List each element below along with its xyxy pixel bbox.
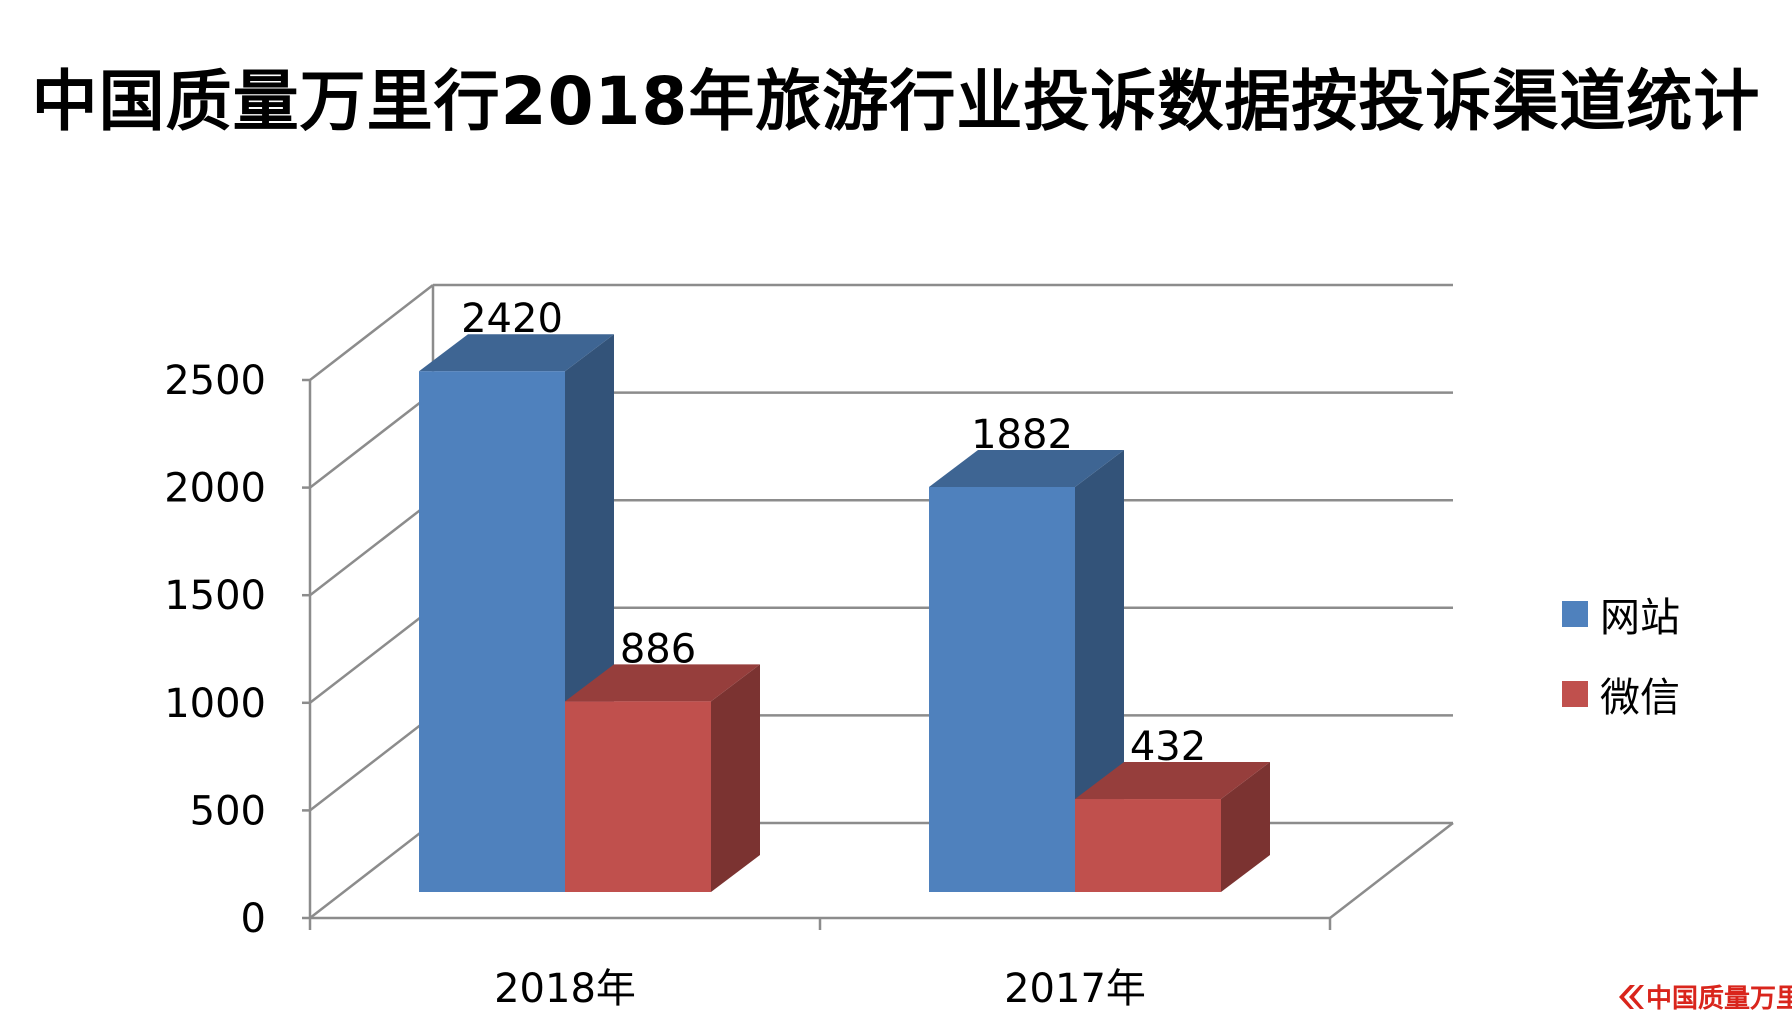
y-tick-label: 2500 bbox=[164, 358, 266, 404]
bar bbox=[419, 371, 565, 892]
bar-top bbox=[565, 664, 760, 702]
legend-label: 网站 bbox=[1600, 595, 1680, 641]
data-label: 886 bbox=[620, 626, 696, 672]
data-label: 1882 bbox=[971, 412, 1073, 458]
bar bbox=[1075, 799, 1221, 892]
chart-bars bbox=[419, 334, 1270, 892]
bar bbox=[929, 486, 1075, 892]
legend: 网站 微信 bbox=[1562, 574, 1680, 734]
y-tick-label: 1000 bbox=[164, 681, 266, 727]
legend-item-0: 网站 bbox=[1562, 574, 1680, 654]
bar-top bbox=[419, 334, 614, 372]
gridline-side bbox=[309, 284, 434, 381]
gridline-side bbox=[309, 822, 434, 919]
y-tick-label: 500 bbox=[190, 788, 266, 834]
y-tick-label: 0 bbox=[241, 896, 266, 942]
gridline-side bbox=[309, 606, 434, 704]
data-label: 432 bbox=[1130, 724, 1206, 770]
gridline-side bbox=[309, 714, 434, 812]
gridline-side bbox=[309, 391, 434, 489]
gridline-side bbox=[309, 499, 434, 597]
y-tick-label: 2000 bbox=[164, 466, 266, 512]
x-tick-label: 2017年 bbox=[1004, 966, 1146, 1012]
bar-side bbox=[1221, 762, 1270, 892]
bar-top bbox=[929, 449, 1124, 487]
legend-label: 微信 bbox=[1600, 675, 1680, 721]
floor-right-edge bbox=[1329, 822, 1454, 919]
bar-side bbox=[711, 664, 760, 892]
legend-swatch bbox=[1562, 681, 1588, 707]
chevron-logo-icon bbox=[1619, 984, 1644, 1009]
x-tick-label: 2018年 bbox=[494, 966, 636, 1012]
watermark-text: 中国质量万里行 bbox=[1646, 984, 1792, 1014]
legend-swatch bbox=[1562, 601, 1588, 627]
watermark-logo: 中国质量万里行 bbox=[1614, 978, 1792, 1015]
legend-item-1: 微信 bbox=[1562, 654, 1680, 734]
bar-top bbox=[1075, 762, 1270, 800]
y-tick-label: 1500 bbox=[164, 573, 266, 619]
chart-labels: 0 500 1000 1500 2000 2500 2018年 2017年 2420 886 188… bbox=[164, 296, 1206, 1012]
data-label: 2420 bbox=[461, 296, 563, 342]
bar bbox=[565, 701, 711, 892]
chart-title: 中国质量万里行2018年旅游行业投诉数据按投诉渠道统计 bbox=[31, 63, 1761, 140]
